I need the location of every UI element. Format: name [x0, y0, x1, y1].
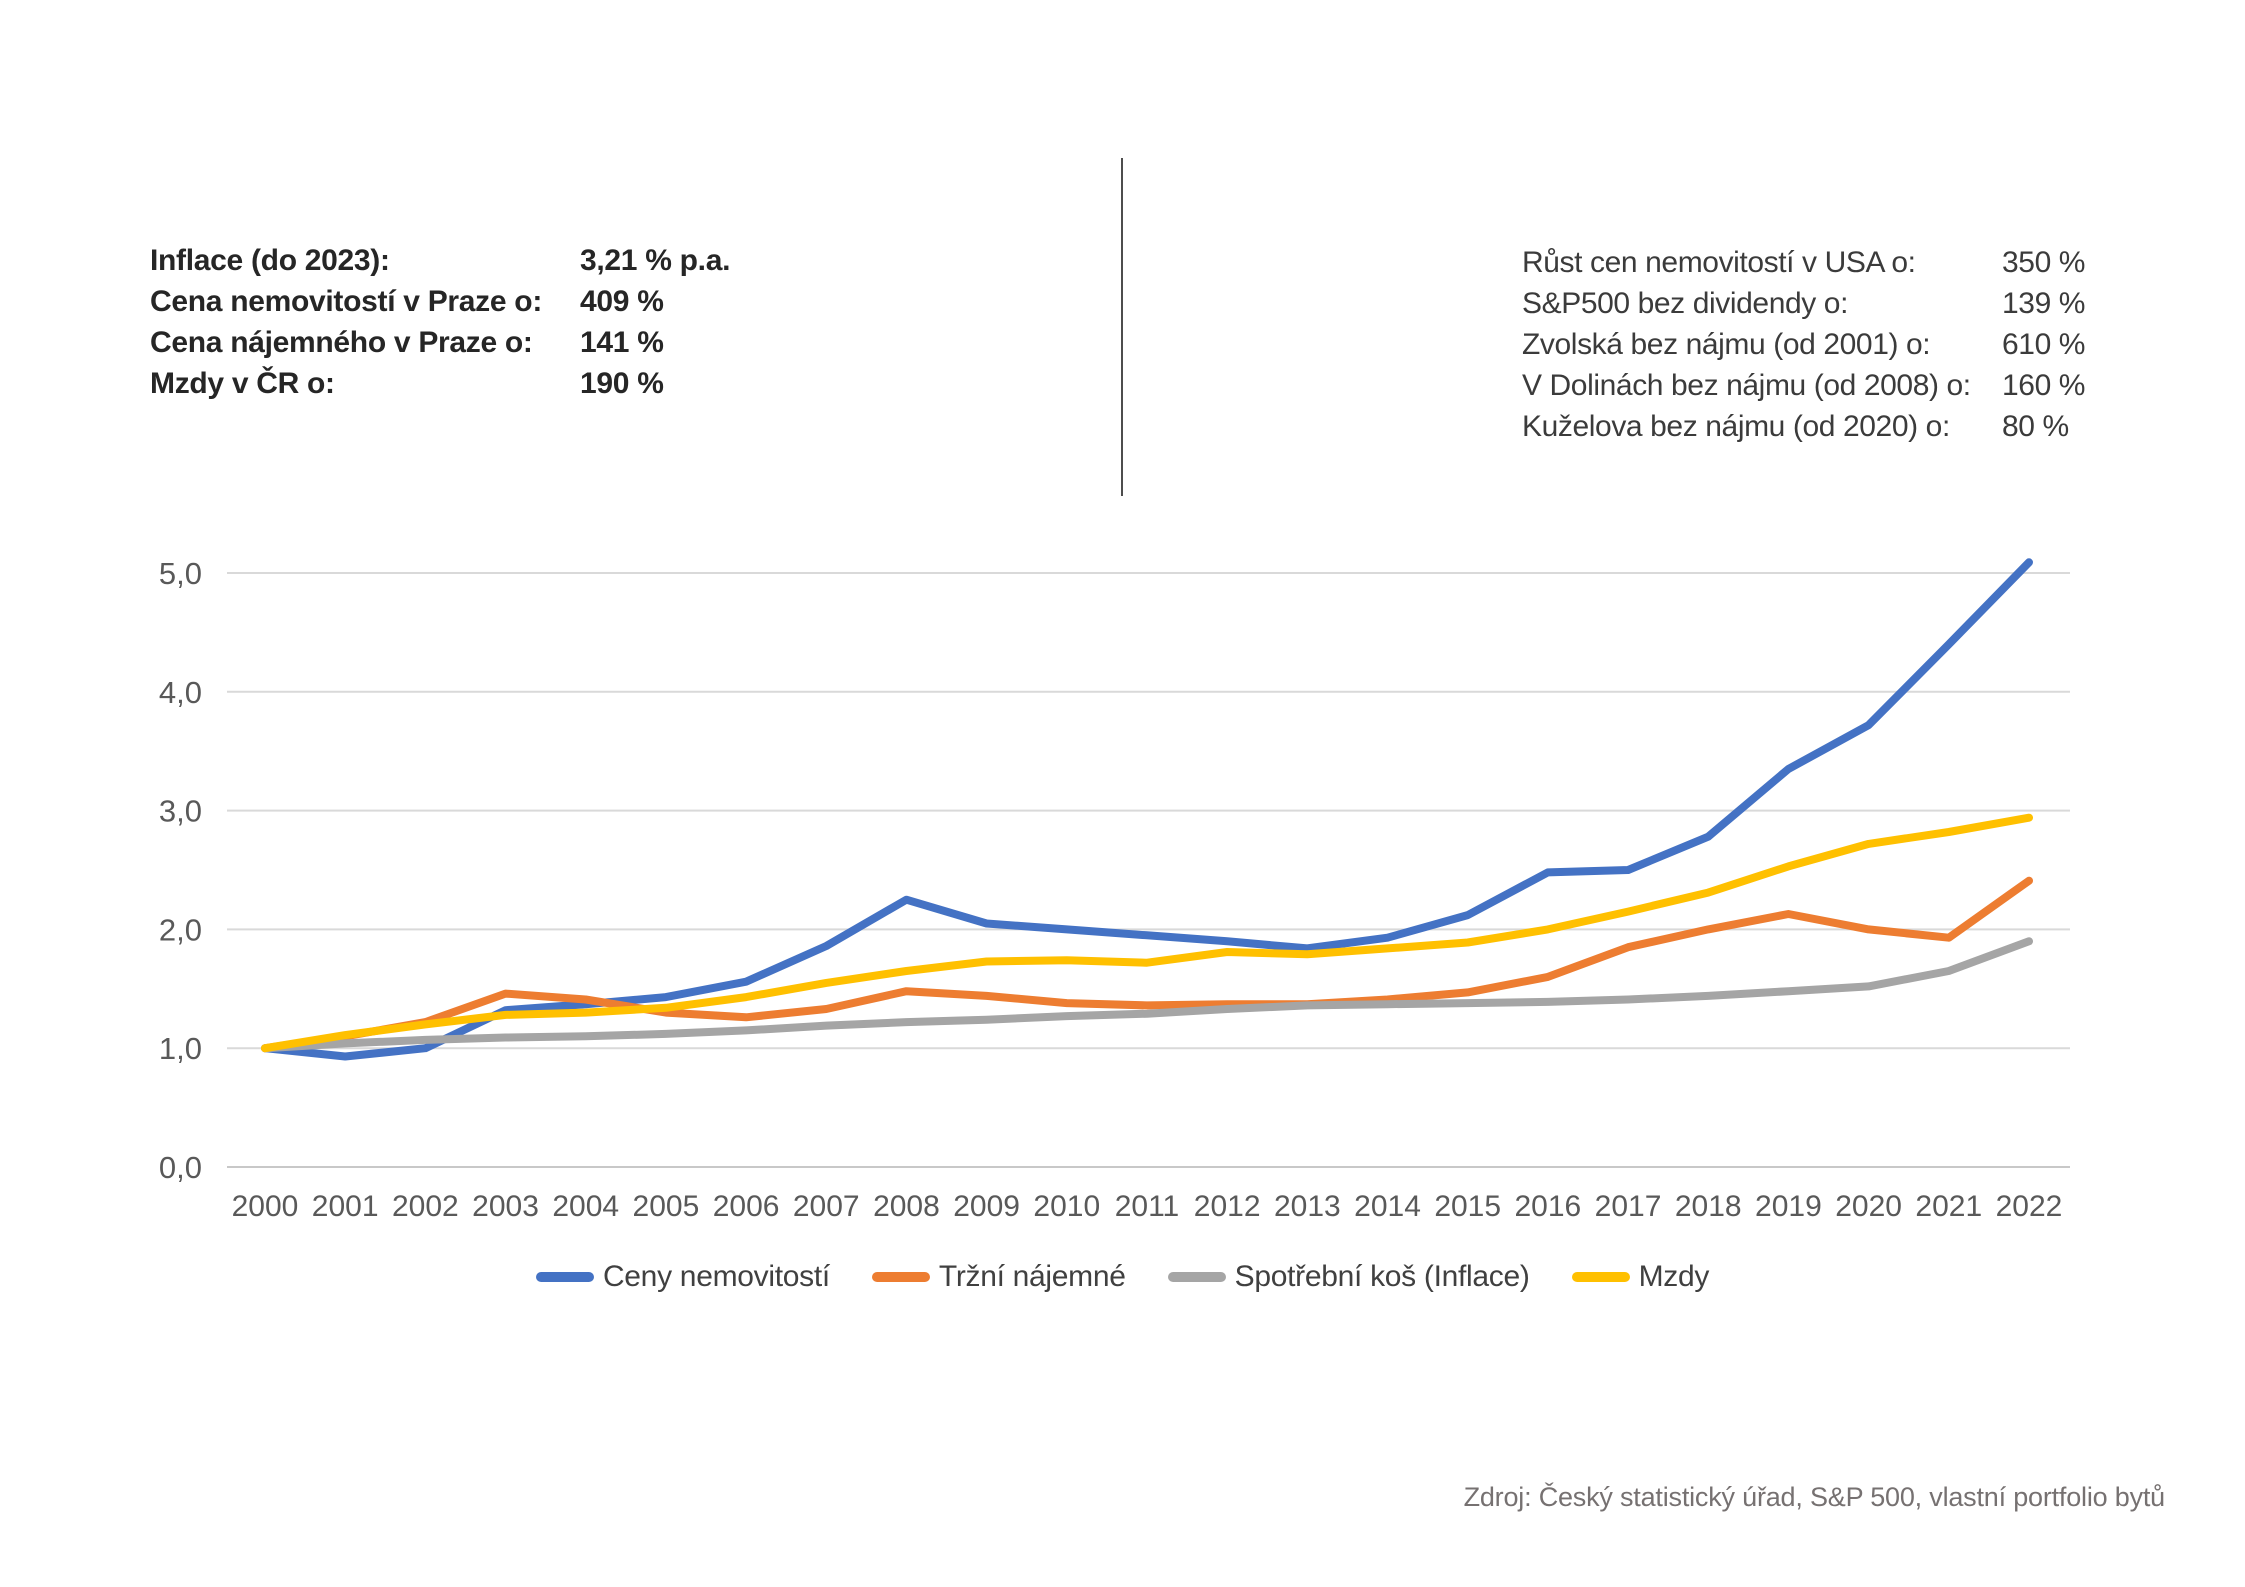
chart-area: 0,0 1,0 2,0 3,0 4,0 5,0 2000 2001 2002 2003 2004 20…	[120, 545, 2130, 1245]
x-tick-label: 2006	[713, 1190, 780, 1223]
x-tick-label: 2005	[633, 1190, 700, 1223]
stat-value: 610 %	[2002, 327, 2086, 361]
stat-row: Mzdy v ČR o: 190 %	[150, 363, 730, 404]
x-tick-label: 2018	[1675, 1190, 1742, 1223]
stat-row: Zvolská bez nájmu (od 2001) o: 610 %	[1522, 324, 2085, 365]
legend-item: Spotřební koš (Inflace)	[1167, 1260, 1530, 1294]
x-tick-label: 2010	[1033, 1190, 1100, 1223]
stat-value: 350 %	[2002, 245, 2086, 279]
x-tick-label: 2020	[1835, 1190, 1902, 1223]
x-tick-label: 2011	[1115, 1190, 1180, 1223]
x-tick-label: 2002	[392, 1190, 459, 1223]
legend-label: Ceny nemovitostí	[602, 1260, 830, 1293]
legend-marker	[1571, 1272, 1630, 1282]
stat-label: Zvolská bez nájmu (od 2001) o:	[1522, 327, 1931, 361]
x-tick-label: 2000	[232, 1190, 299, 1223]
stat-label: Cena nemovitostí v Praze o:	[150, 284, 543, 318]
stat-label: Kuželova bez nájmu (od 2020) o:	[1522, 409, 1950, 443]
x-tick-label: 2003	[472, 1190, 539, 1223]
line-chart: 0,0 1,0 2,0 3,0 4,0 5,0 2000 2001 2002 2003 2004 20…	[159, 556, 2070, 1223]
stat-value: 190 %	[580, 366, 664, 400]
y-tick-label: 1,0	[159, 1031, 202, 1066]
stat-label: Mzdy v ČR o:	[150, 366, 335, 400]
stat-row: Cena nemovitostí v Praze o: 409 %	[150, 281, 730, 322]
x-tick-label: 2015	[1434, 1190, 1501, 1223]
stat-value: 3,21 % p.a.	[580, 243, 731, 277]
stats-right-block: Růst cen nemovitostí v USA o: 350 % S&P5…	[1522, 242, 2085, 447]
stat-label: V Dolinách bez nájmu (od 2008) o:	[1522, 368, 1971, 402]
stat-row: Kuželova bez nájmu (od 2020) o: 80 %	[1522, 406, 2085, 447]
x-tick-label: 2022	[1996, 1190, 2063, 1223]
stats-left-block: Inflace (do 2023): 3,21 % p.a. Cena nemo…	[150, 240, 730, 404]
x-tick-label: 2001	[312, 1190, 379, 1223]
stat-label: Inflace (do 2023):	[150, 243, 390, 277]
legend-marker	[535, 1272, 594, 1282]
legend-item: Ceny nemovitostí	[535, 1260, 830, 1294]
chart-legend: Ceny nemovitostí Tržní nájemné Spotřební k…	[0, 1256, 2245, 1298]
y-tick-label: 4,0	[159, 675, 202, 710]
stat-row: S&P500 bez dividendy o: 139 %	[1522, 283, 2085, 324]
x-tick-label: 2016	[1515, 1190, 1582, 1223]
legend-item: Mzdy	[1571, 1260, 1710, 1294]
legend-label: Mzdy	[1638, 1260, 1710, 1293]
x-tick-label: 2009	[953, 1190, 1020, 1223]
stat-row: Růst cen nemovitostí v USA o: 350 %	[1522, 242, 2085, 283]
source-note: Zdroj: Český statistický úřad, S&P 500, …	[1463, 1482, 2166, 1512]
y-tick-label: 3,0	[159, 794, 202, 829]
stat-label: S&P500 bez dividendy o:	[1522, 286, 1849, 320]
series-line-1	[261, 876, 2033, 1053]
divider-line	[1121, 158, 1123, 496]
stat-row: Cena nájemného v Praze o: 141 %	[150, 322, 730, 363]
stat-row: V Dolinách bez nájmu (od 2008) o: 160 %	[1522, 365, 2085, 406]
legend-label: Tržní nájemné	[938, 1260, 1126, 1293]
series-line-0	[261, 558, 2033, 1061]
x-tick-label: 2021	[1915, 1190, 1982, 1223]
x-tick-label: 2013	[1274, 1190, 1341, 1223]
x-tick-label: 2017	[1595, 1190, 1662, 1223]
stat-value: 141 %	[580, 325, 664, 359]
y-tick-label: 0,0	[159, 1150, 202, 1185]
x-tick-label: 2012	[1194, 1190, 1261, 1223]
stat-value: 160 %	[2002, 368, 2086, 402]
stat-value: 139 %	[2002, 286, 2086, 320]
x-tick-label: 2019	[1755, 1190, 1822, 1223]
series-line-3	[261, 813, 2033, 1053]
legend-item: Tržní nájemné	[871, 1260, 1126, 1294]
stat-label: Cena nájemného v Praze o:	[150, 325, 533, 359]
x-tick-label: 2014	[1354, 1190, 1421, 1223]
stat-row: Inflace (do 2023): 3,21 % p.a.	[150, 240, 730, 281]
x-tick-label: 2007	[793, 1190, 860, 1223]
x-tick-label: 2008	[873, 1190, 940, 1223]
stat-value: 80 %	[2002, 409, 2069, 443]
x-tick-label: 2004	[552, 1190, 619, 1223]
y-tick-label: 2,0	[159, 912, 202, 947]
stat-value: 409 %	[580, 284, 664, 318]
series-line-2	[261, 937, 2033, 1053]
legend-marker	[871, 1272, 930, 1282]
legend-label: Spotřební koš (Inflace)	[1234, 1260, 1530, 1293]
y-tick-label: 5,0	[159, 556, 202, 591]
legend-marker	[1167, 1272, 1226, 1282]
stat-label: Růst cen nemovitostí v USA o:	[1522, 245, 1916, 279]
